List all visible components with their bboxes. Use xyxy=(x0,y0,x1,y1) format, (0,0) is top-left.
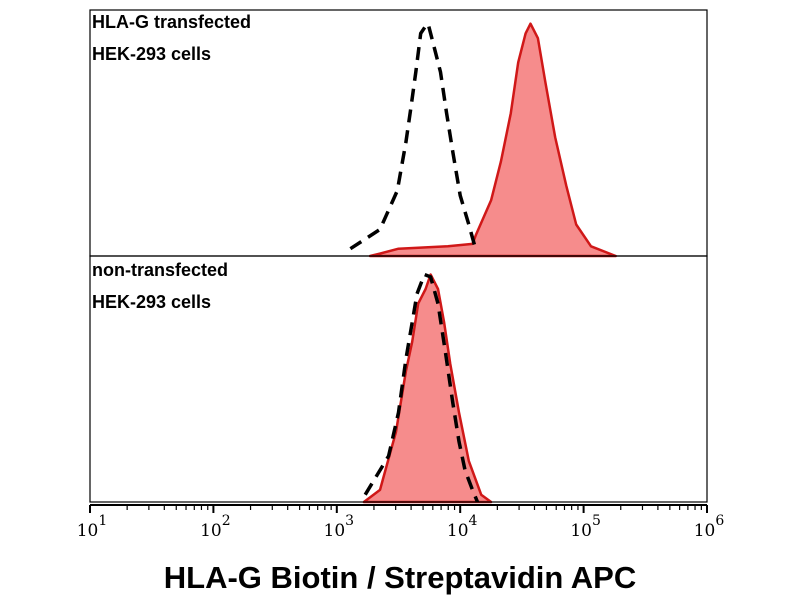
panel-2-control-histogram xyxy=(363,272,480,503)
x-tick-exponent: 2 xyxy=(222,513,231,529)
x-tick-base: 10 xyxy=(77,521,99,541)
x-tick-label: 102 xyxy=(200,513,231,541)
x-tick-label: 103 xyxy=(324,513,355,541)
x-tick-exponent: 4 xyxy=(469,513,478,529)
x-tick-base: 10 xyxy=(447,521,469,541)
panel-1-control-histogram xyxy=(349,20,478,252)
x-tick-base: 10 xyxy=(324,521,346,541)
panel-2 xyxy=(89,255,708,504)
x-tick-base: 10 xyxy=(694,521,716,541)
x-tick-label: 104 xyxy=(447,513,478,541)
x-tick-exponent: 3 xyxy=(345,513,354,529)
panel-1-stained-histogram xyxy=(368,22,617,258)
panel-1-label-line-1: HLA-G transfected xyxy=(92,12,251,32)
panel-1-label-line-2: HEK-293 cells xyxy=(92,44,211,64)
x-tick-label: 106 xyxy=(694,513,725,541)
x-tick-exponent: 1 xyxy=(98,513,107,529)
panel-2-label-line-2: HEK-293 cells xyxy=(92,292,211,312)
x-tick-exponent: 6 xyxy=(715,513,724,529)
panel-2-label-line-1: non-transfected xyxy=(92,260,228,280)
x-tick-exponent: 5 xyxy=(592,513,601,529)
x-tick-label: 105 xyxy=(570,513,601,541)
x-tick-base: 10 xyxy=(200,521,222,541)
x-tick-label: 101 xyxy=(77,513,108,541)
panel-2-frame xyxy=(89,255,708,503)
x-axis-label: HLA-G Biotin / Streptavidin APC xyxy=(164,560,636,595)
x-tick-base: 10 xyxy=(570,521,592,541)
x-axis: 101 102 103 104 105 106 xyxy=(77,504,725,541)
